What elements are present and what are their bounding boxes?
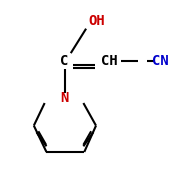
Text: OH: OH — [88, 14, 105, 28]
Text: CH: CH — [101, 54, 118, 68]
Text: N: N — [60, 91, 69, 105]
Text: CN: CN — [152, 54, 168, 68]
Text: C: C — [60, 54, 69, 68]
